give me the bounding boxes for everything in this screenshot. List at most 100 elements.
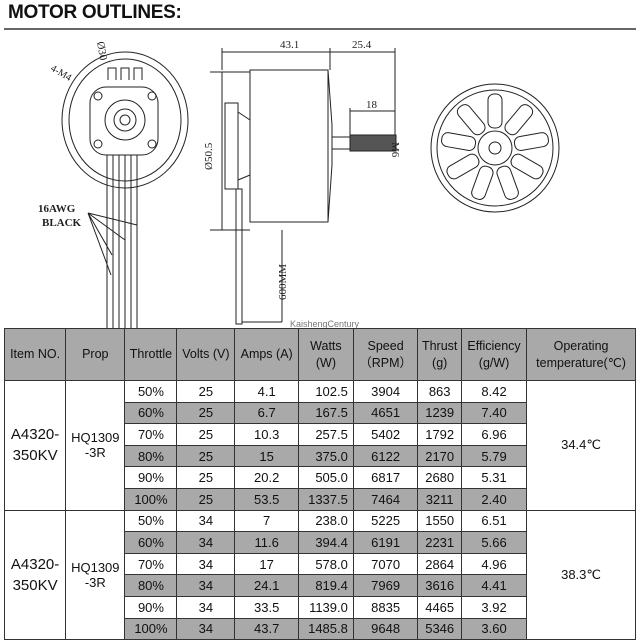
- table-row: 100% 25 53.5 1337.5 7464 3211 2.40: [5, 487, 636, 511]
- table-cell: 100%: [124, 487, 178, 511]
- table-cell: 4465: [417, 595, 463, 619]
- table-cell: 3.60: [461, 617, 528, 640]
- rotor-spoke: [504, 104, 534, 136]
- column-header: Operating temperature(℃): [526, 328, 636, 381]
- table-cell: 70%: [124, 552, 178, 576]
- wire-gauge-label: 16AWG: [38, 203, 76, 215]
- table-cell: 8835: [352, 595, 419, 619]
- table-row: 90% 34 33.5 1139.0 8835 4465 3.92: [5, 595, 636, 619]
- table-cell: 6.96: [461, 423, 528, 446]
- motor-outline-drawing: Ø30 4-M4 16AWG BLACK 43.1 25.4 18 Ø50.5 …: [38, 39, 560, 328]
- table-cell: 238.0: [297, 509, 354, 533]
- rotor-spoke: [496, 165, 519, 200]
- length-label: 43.1: [280, 39, 299, 51]
- table-cell: 1139.0: [297, 595, 354, 619]
- table-cell: 819.4: [297, 574, 354, 597]
- table-cell: 60%: [124, 531, 178, 554]
- table-cell: 20.2: [234, 466, 299, 489]
- table-cell: 5.79: [461, 444, 528, 468]
- rotor-spoke: [441, 132, 477, 151]
- table-cell: 5.31: [461, 466, 528, 489]
- table-row: 90% 25 20.2 505.0 6817 2680 5.31: [5, 466, 636, 489]
- column-header: Speed （RPM）: [352, 328, 419, 381]
- table-cell: 102.5: [297, 380, 354, 403]
- table-cell: 34: [176, 595, 236, 619]
- rotor-spoke: [446, 153, 480, 180]
- rotor-spoke: [456, 104, 486, 136]
- table-cell: 25: [176, 380, 236, 403]
- page-title: MOTOR OUTLINES:: [8, 2, 182, 23]
- side-view: [210, 48, 397, 325]
- table-cell: 3616: [417, 574, 463, 597]
- watermark: KaishengCentury: [290, 319, 360, 328]
- table-cell: 394.4: [297, 531, 354, 554]
- table-cell: 4.1: [234, 380, 299, 403]
- rear-view: [430, 83, 560, 213]
- table-cell: 6817: [352, 466, 419, 489]
- table-cell: 578.0: [297, 552, 354, 576]
- table-cell: 7: [234, 509, 299, 533]
- column-header: Volts (V): [176, 328, 236, 381]
- table-cell: 10.3: [234, 423, 299, 446]
- rotor-spoke: [513, 132, 549, 151]
- table-cell: 505.0: [297, 466, 354, 489]
- table-cell: 2231: [417, 531, 463, 554]
- table-cell: 6191: [352, 531, 419, 554]
- column-header: Watts (W): [297, 328, 354, 381]
- shaft-length-label: 25.4: [352, 39, 372, 51]
- table-cell: A4320- 350KV: [3, 509, 67, 640]
- table-cell: 1239: [417, 401, 463, 425]
- table-cell: 90%: [124, 595, 178, 619]
- performance-table: Item NO. Prop Throttle Volts (V) Amps (A) Wat…: [3, 328, 636, 640]
- thread-size-label: M6: [389, 142, 401, 158]
- table-cell: 70%: [124, 423, 178, 446]
- table-cell: 25: [176, 487, 236, 511]
- thread-length-label: 18: [366, 99, 378, 111]
- column-header: Prop: [65, 328, 126, 381]
- body-diameter-label: Ø50.5: [203, 142, 215, 170]
- table-cell: 80%: [124, 574, 178, 597]
- table-cell: 2864: [417, 552, 463, 576]
- table-cell: 17: [234, 552, 299, 576]
- table-cell: 7969: [352, 574, 419, 597]
- table-cell: 863: [417, 380, 463, 403]
- table-cell: 4.96: [461, 552, 528, 576]
- column-header: Amps (A): [234, 328, 299, 381]
- table-cell: 38.3℃: [526, 509, 636, 640]
- table-cell: 34: [176, 509, 236, 533]
- table-cell: 8.42: [461, 380, 528, 403]
- table-cell: 5.66: [461, 531, 528, 554]
- table-cell: 11.6: [234, 531, 299, 554]
- table-cell: 60%: [124, 401, 178, 425]
- table-cell: 25: [176, 401, 236, 425]
- table-cell: 25: [176, 466, 236, 489]
- table-cell: 34.4℃: [526, 380, 636, 511]
- table-row: A4320- 350KV HQ1309 -3R 50% 25 4.1 102.5 3904 863…: [3, 380, 636, 511]
- front-view: [61, 51, 189, 328]
- table-cell: HQ1309 -3R: [65, 380, 126, 511]
- column-header: Thrust (g): [417, 328, 463, 381]
- divider: [4, 28, 636, 30]
- table-cell: 3211: [417, 487, 463, 511]
- table-cell: 6.51: [461, 509, 528, 533]
- table-cell: 2680: [417, 466, 463, 489]
- rotor-spoke: [471, 165, 494, 200]
- table-cell: 33.5: [234, 595, 299, 619]
- table-cell: 7070: [352, 552, 419, 576]
- table-cell: 3904: [352, 380, 419, 403]
- table-cell: 6122: [352, 444, 419, 468]
- table-cell: 1337.5: [297, 487, 354, 511]
- table-cell: 7.40: [461, 401, 528, 425]
- table-cell: 34: [176, 531, 236, 554]
- table-cell: 1485.8: [297, 617, 354, 640]
- table-row: 60% 34 11.6 394.4 6191 2231 5.66: [5, 531, 636, 554]
- table-cell: 5225: [352, 509, 419, 533]
- table-cell: 53.5: [234, 487, 299, 511]
- table-cell: 4.41: [461, 574, 528, 597]
- table-cell: 50%: [124, 380, 178, 403]
- table-cell: 6.7: [234, 401, 299, 425]
- table-cell: 4651: [352, 401, 419, 425]
- table-cell: 2.40: [461, 487, 528, 511]
- table-cell: HQ1309 -3R: [65, 509, 126, 640]
- column-header: Throttle: [124, 328, 178, 381]
